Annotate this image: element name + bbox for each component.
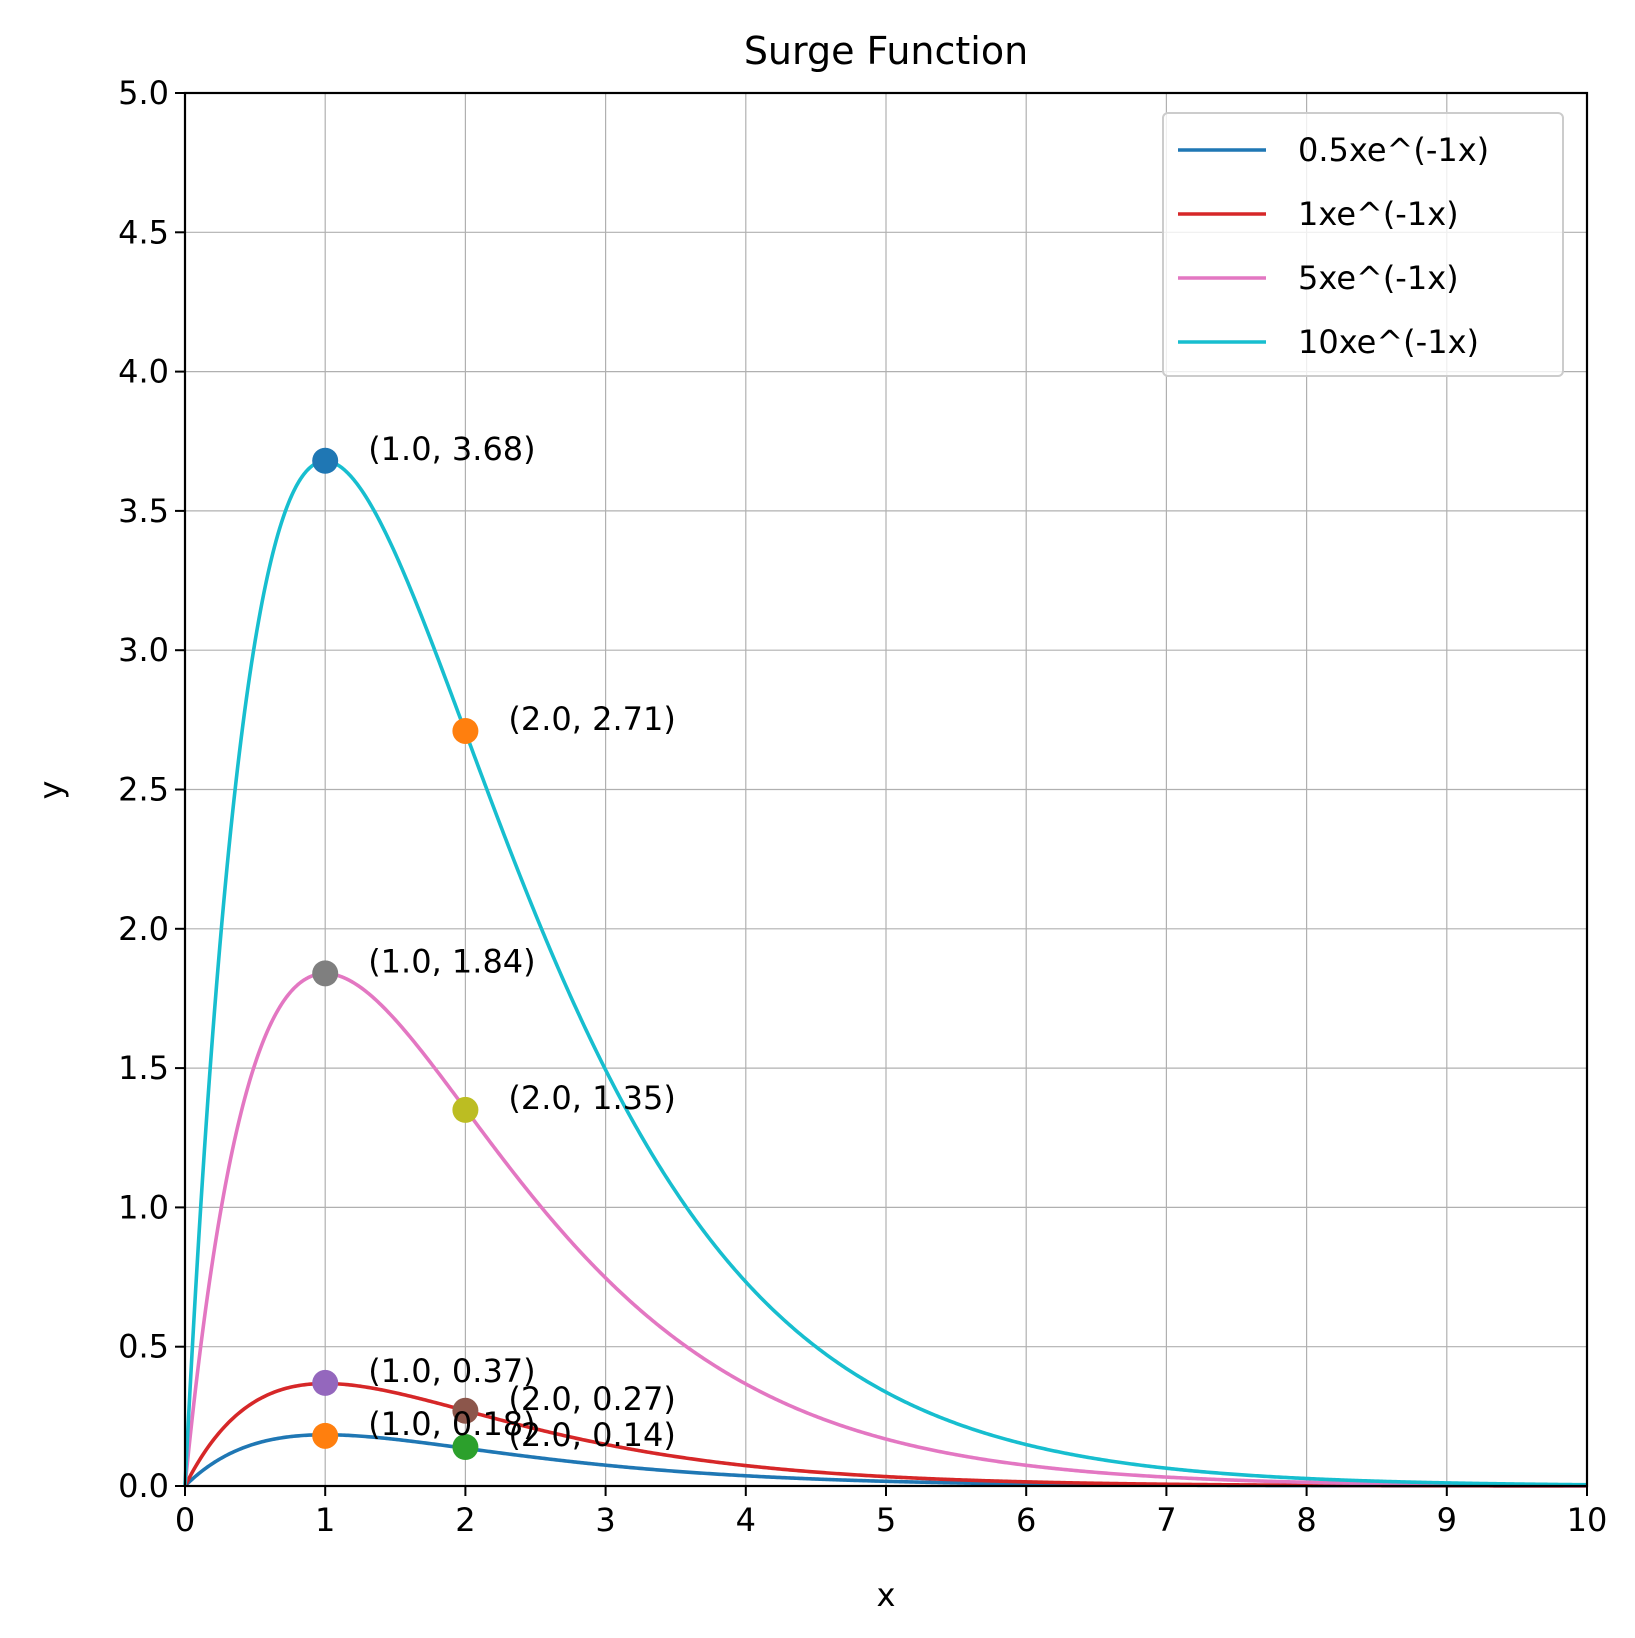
legend-label: 5xe^(-1x) bbox=[1298, 259, 1459, 297]
series-line-2 bbox=[183, 971, 1588, 1488]
y-tick-label: 3.0 bbox=[118, 631, 169, 669]
x-tick-label: 1 bbox=[315, 1501, 335, 1539]
x-tick-label: 2 bbox=[455, 1501, 475, 1539]
x-axis-ticks: 0 1 2 3 4 5 6 7 8 9 10 bbox=[175, 1486, 1608, 1539]
y-tick-label: 3.5 bbox=[118, 492, 169, 530]
x-tick-label: 6 bbox=[1016, 1501, 1036, 1539]
annotation-point bbox=[452, 717, 479, 744]
series-line-3 bbox=[183, 459, 1588, 1487]
y-tick-label: 1.0 bbox=[118, 1188, 169, 1226]
legend-label: 10xe^(-1x) bbox=[1298, 323, 1479, 361]
x-tick-label: 9 bbox=[1437, 1501, 1457, 1539]
annotation-point bbox=[312, 1369, 339, 1396]
annotation-label: (1.0, 0.18) bbox=[368, 1405, 535, 1443]
annotation-point bbox=[312, 960, 339, 987]
legend-label: 1xe^(-1x) bbox=[1298, 195, 1459, 233]
annotation-label: (2.0, 1.35) bbox=[508, 1079, 675, 1117]
legend-box bbox=[1162, 112, 1564, 377]
x-tick-label: 8 bbox=[1296, 1501, 1316, 1539]
y-tick-label: 1.5 bbox=[118, 1049, 169, 1087]
y-axis-label: y bbox=[32, 781, 70, 800]
legend-label: 0.5xe^(-1x) bbox=[1298, 131, 1489, 169]
y-tick-label: 4.0 bbox=[118, 353, 169, 391]
annotation-label: (1.0, 0.37) bbox=[368, 1352, 535, 1390]
x-axis-label: x bbox=[877, 1576, 896, 1614]
x-tick-label: 5 bbox=[876, 1501, 896, 1539]
y-tick-label: 0.0 bbox=[118, 1467, 169, 1505]
y-tick-label: 2.5 bbox=[118, 771, 169, 809]
annotation-point bbox=[312, 1422, 339, 1449]
x-tick-label: 7 bbox=[1156, 1501, 1176, 1539]
annotation-point bbox=[312, 447, 339, 474]
chart-title: Surge Function bbox=[744, 29, 1028, 73]
annotation-point bbox=[452, 1433, 479, 1460]
annotation-label: (2.0, 2.71) bbox=[508, 700, 675, 738]
y-axis-ticks: 0.0 0.5 1.0 1.5 2.0 2.5 3.0 3.5 4.0 4.5 5.0 bbox=[118, 74, 185, 1505]
annotation-label: (1.0, 1.84) bbox=[368, 942, 535, 980]
annotation-markers bbox=[312, 447, 479, 1460]
y-tick-label: 0.5 bbox=[118, 1328, 169, 1366]
annotation-label: (2.0, 0.27) bbox=[508, 1380, 675, 1418]
x-tick-label: 10 bbox=[1567, 1501, 1608, 1539]
annotation-point bbox=[452, 1397, 479, 1424]
y-tick-label: 4.5 bbox=[118, 213, 169, 251]
annotation-label: (1.0, 3.68) bbox=[368, 430, 535, 468]
x-tick-label: 3 bbox=[595, 1501, 615, 1539]
x-tick-label: 4 bbox=[736, 1501, 756, 1539]
y-tick-label: 2.0 bbox=[118, 910, 169, 948]
annotation-labels: (1.0, 3.68) (2.0, 2.71) (1.0, 1.84) (2.0, 1… bbox=[368, 430, 676, 1454]
annotation-label: (2.0, 0.14) bbox=[508, 1416, 675, 1454]
x-tick-label: 0 bbox=[175, 1501, 195, 1539]
annotation-point bbox=[452, 1096, 479, 1123]
legend: 0.5xe^(-1x) 1xe^(-1x) 5xe^(-1x) 10xe^(-1x) bbox=[1162, 112, 1564, 377]
y-tick-label: 5.0 bbox=[118, 74, 169, 112]
